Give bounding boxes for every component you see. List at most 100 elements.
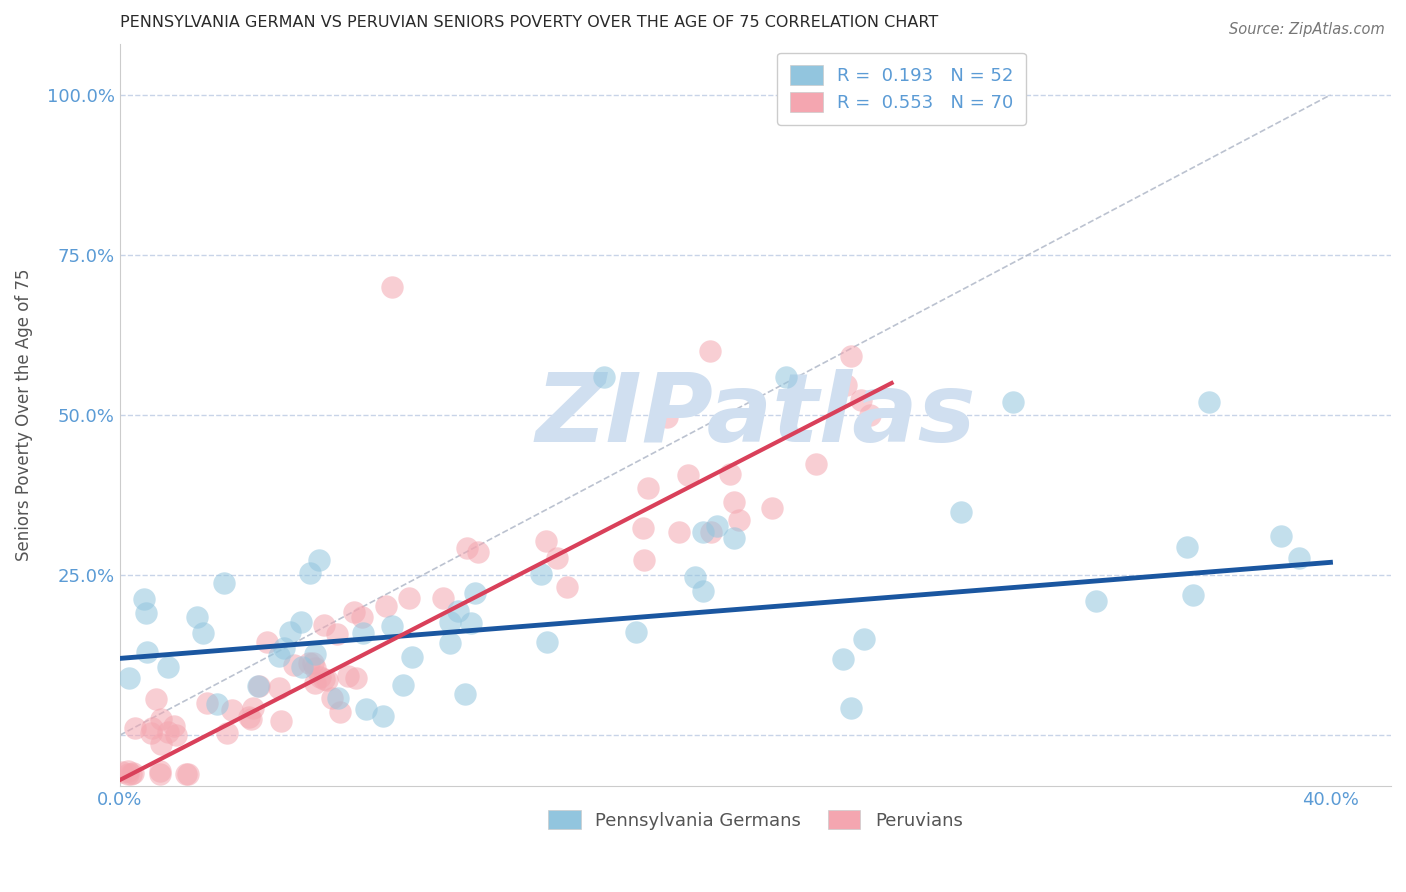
Point [401,649,423,664]
Point [136,645,159,659]
Point [831,652,853,666]
Point [374,599,396,614]
Point [304,660,326,674]
Point [657,409,679,424]
Point [676,467,699,482]
Text: ZIPatlas: ZIPatlas [536,368,976,461]
Point [1085,594,1108,608]
Point [692,525,714,540]
Point [344,672,367,686]
Point [852,632,875,646]
Point [308,553,330,567]
Point [728,513,751,527]
Y-axis label: Seniors Poverty Over the Age of 75: Seniors Poverty Over the Age of 75 [15,268,32,561]
Point [283,657,305,672]
Point [1175,540,1198,554]
Point [555,581,578,595]
Point [432,591,454,605]
Point [124,721,146,735]
Point [135,606,157,620]
Point [118,671,141,685]
Point [195,696,218,710]
Point [149,766,172,780]
Point [215,726,238,740]
Point [174,766,197,780]
Point [120,766,142,780]
Point [851,392,873,407]
Point [111,764,134,779]
Point [761,501,783,516]
Point [723,495,745,509]
Point [1181,588,1204,602]
Point [336,669,359,683]
Point [536,635,558,649]
Point [321,691,343,706]
Point [239,712,262,726]
Point [314,618,336,632]
Point [270,714,292,729]
Point [193,626,215,640]
Point [1001,395,1024,409]
Point [256,635,278,649]
Point [207,697,229,711]
Point [839,349,862,363]
Point [149,764,172,778]
Point [352,626,374,640]
Point [298,566,321,580]
Point [186,610,208,624]
Point [718,467,741,482]
Point [269,681,291,696]
Point [949,505,972,519]
Point [534,534,557,549]
Point [326,691,349,706]
Point [633,553,655,567]
Point [247,679,270,693]
Point [157,660,180,674]
Point [350,609,373,624]
Point [117,766,139,780]
Point [290,615,312,629]
Point [464,585,486,599]
Point [631,521,654,535]
Point [291,659,314,673]
Point [692,584,714,599]
Point [834,378,856,392]
Point [316,673,339,687]
Point [122,765,145,780]
Point [447,603,470,617]
Text: Source: ZipAtlas.com: Source: ZipAtlas.com [1229,22,1385,37]
Point [301,657,323,671]
Point [149,737,172,751]
Point [298,656,321,670]
Point [141,722,163,736]
Point [381,280,404,294]
Point [706,519,728,533]
Point [530,566,553,581]
Point [624,624,647,639]
Point [242,700,264,714]
Text: PENNSYLVANIA GERMAN VS PERUVIAN SENIORS POVERTY OVER THE AGE OF 75 CORRELATION C: PENNSYLVANIA GERMAN VS PERUVIAN SENIORS … [120,15,938,30]
Point [806,458,828,472]
Legend: Pennsylvania Germans, Peruvians: Pennsylvania Germans, Peruvians [541,803,970,837]
Point [329,705,352,719]
Point [356,702,378,716]
Point [683,570,706,584]
Point [859,408,882,422]
Point [1288,551,1310,566]
Point [700,525,723,540]
Point [723,531,745,545]
Point [247,679,270,693]
Point [546,550,568,565]
Point [775,369,797,384]
Point [381,619,404,633]
Point [278,625,301,640]
Point [392,678,415,692]
Point [1270,529,1292,543]
Point [165,728,187,742]
Point [637,481,659,495]
Point [343,606,366,620]
Point [117,764,139,778]
Point [371,709,394,723]
Point [267,649,290,664]
Point [304,675,326,690]
